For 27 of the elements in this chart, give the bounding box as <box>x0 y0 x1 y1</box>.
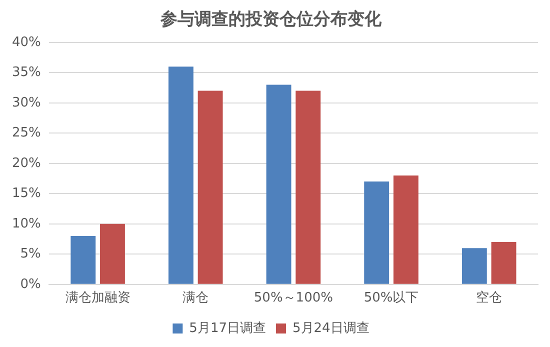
bar <box>70 236 96 284</box>
y-tick-label: 30% <box>12 95 41 110</box>
x-tick-label: 50%～100% <box>254 290 333 306</box>
chart-title: 参与调查的投资仓位分布变化 <box>160 10 382 30</box>
bar <box>266 84 292 284</box>
x-tick-label: 满仓 <box>182 290 209 306</box>
bar <box>168 66 194 284</box>
y-tick-label: 20% <box>12 156 41 171</box>
bar <box>198 90 223 284</box>
legend-label: 5月24日调查 <box>292 320 370 336</box>
y-tick-label: 35% <box>12 65 41 80</box>
y-tick-label: 10% <box>12 216 41 232</box>
x-tick-label: 空仓 <box>476 290 502 306</box>
y-tick-label: 0% <box>20 276 41 292</box>
y-tick-label: 25% <box>12 126 41 141</box>
y-tick-label: 15% <box>12 186 41 202</box>
bar <box>393 176 418 284</box>
y-tick-label: 5% <box>20 246 41 262</box>
bar <box>364 182 390 284</box>
bar <box>296 90 321 284</box>
legend-label: 5月17日调查 <box>189 320 266 336</box>
bar <box>100 224 125 284</box>
bar <box>462 248 487 284</box>
x-tick-label: 满仓加融资 <box>65 290 130 306</box>
bar <box>491 242 516 284</box>
x-tick-label: 50%以下 <box>364 290 419 306</box>
y-tick-label: 40% <box>12 34 41 50</box>
